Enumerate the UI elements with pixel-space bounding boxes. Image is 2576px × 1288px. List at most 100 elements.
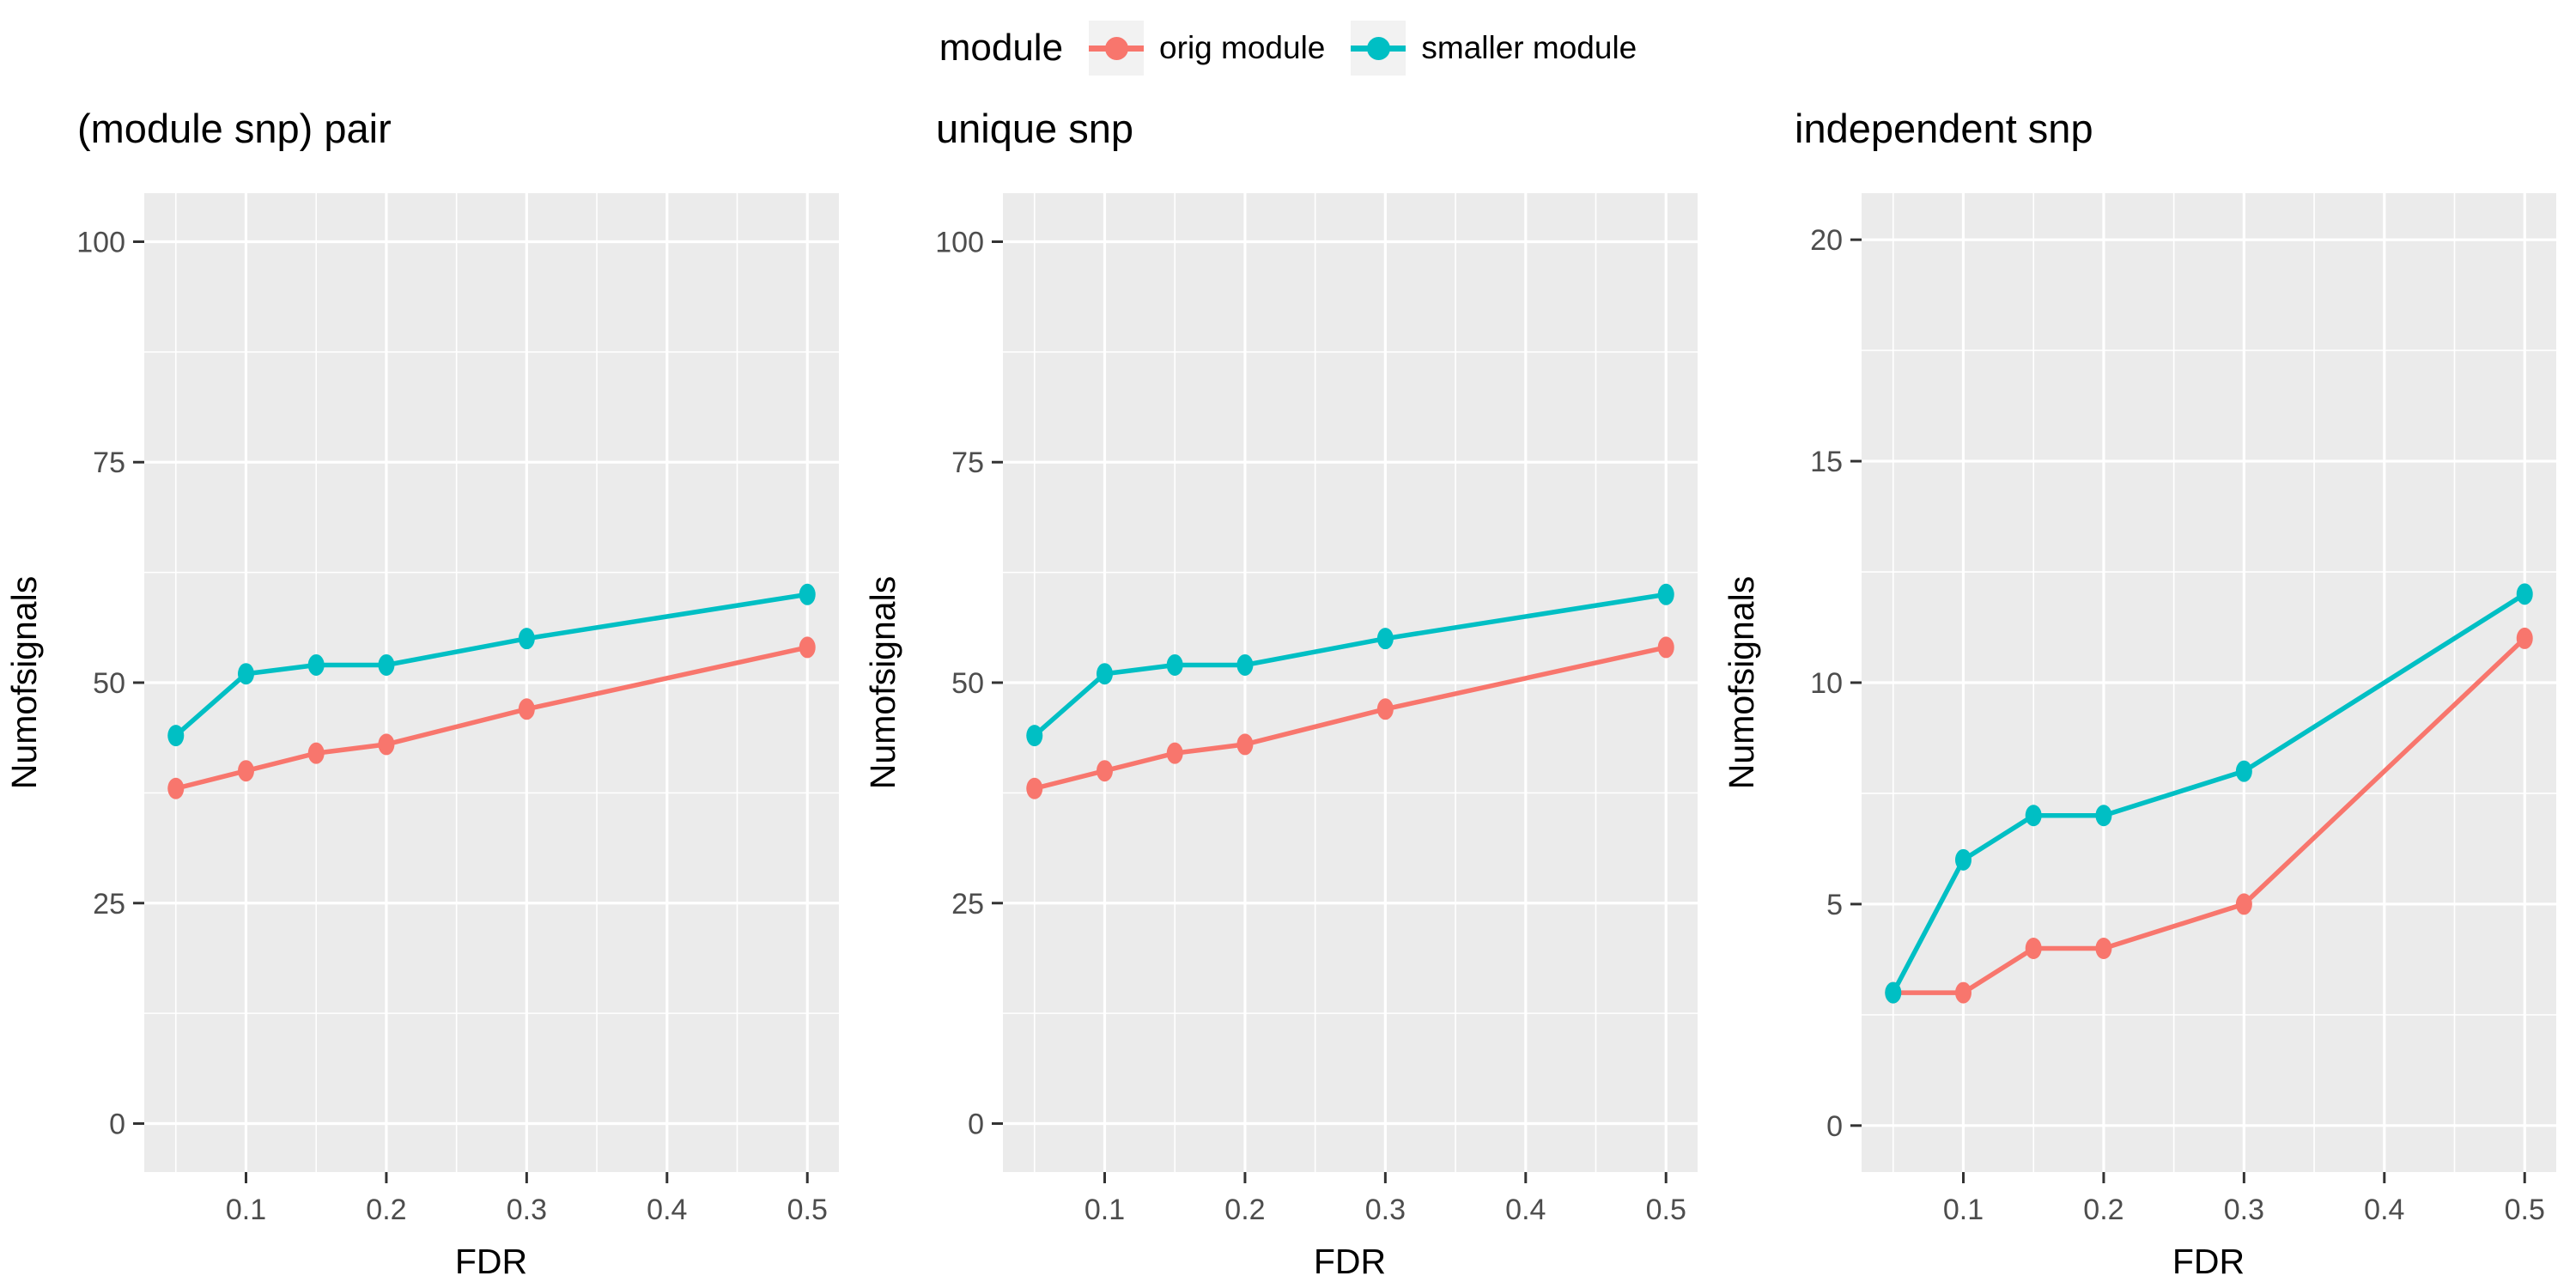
data-point (237, 760, 254, 782)
y-tick-label: 75 (951, 447, 984, 479)
data-point (518, 628, 535, 650)
y-tick-label: 25 (951, 888, 984, 920)
y-tick-label: 50 (93, 667, 125, 700)
data-point (1096, 760, 1113, 782)
panel-content: 0 25 50 75 100 0.1 0.2 0.3 0.4 0.5 (76, 193, 839, 1226)
y-tick-label: 0 (1826, 1110, 1843, 1143)
facet-panel-svg: 0 25 50 75 100 0.1 0.2 0.3 0.4 0.5 Numofsignals F… (4, 193, 839, 1281)
data-point (2235, 760, 2252, 782)
series-line (1032, 592, 1667, 738)
data-point (2516, 627, 2533, 649)
x-tick-label: 0.1 (1943, 1194, 1984, 1226)
x-tick-label: 0.4 (1505, 1194, 1546, 1226)
x-axis-title: FDR (1314, 1242, 1386, 1281)
legend-item-orig-module: orig module (1089, 21, 1325, 76)
data-point (167, 725, 185, 747)
facet-title: (module snp) pair (77, 106, 392, 151)
data-point (307, 742, 325, 764)
data-point (1026, 725, 1043, 747)
x-tick-label: 0.1 (226, 1194, 266, 1226)
data-point (2235, 893, 2252, 915)
data-point (2516, 583, 2533, 605)
series-line (175, 645, 808, 791)
legend-point-swatch (1367, 37, 1391, 60)
x-tick-label: 0.5 (2505, 1194, 2545, 1226)
data-point (2025, 805, 2042, 827)
x-tick-label: 0.3 (1365, 1194, 1406, 1226)
facet-plot-module-snp-pair: (module snp) pair 0 25 50 75 100 0.1 0.2 0.3 0.4… (0, 96, 859, 1288)
data-point (1026, 777, 1043, 799)
facet-plot-unique-snp: unique snp 0 25 50 75 100 0.1 0.2 0.3 0.4 0.5 Num… (859, 96, 1717, 1288)
facet-plot-independent-snp: independent snp 0 5 10 15 20 0.1 0.2 0.3 0.4 0.5 … (1717, 96, 2576, 1288)
data-point (1376, 698, 1394, 720)
data-point (1954, 848, 1971, 871)
x-tick-label: 0.5 (1646, 1194, 1686, 1226)
data-point (237, 663, 254, 685)
data-point (167, 777, 185, 799)
data-point (1657, 636, 1674, 659)
data-point (1166, 653, 1183, 676)
y-tick-label: 100 (76, 226, 125, 258)
y-tick-label: 0 (968, 1109, 984, 1141)
x-tick-label: 0.5 (787, 1194, 828, 1226)
series-line (1893, 636, 2527, 995)
x-tick-label: 0.3 (507, 1194, 547, 1226)
y-tick-label: 10 (1810, 667, 1843, 700)
data-point (378, 733, 395, 756)
data-point (1236, 653, 1254, 676)
panel-content: 0 5 10 15 20 0.1 0.2 0.3 0.4 0.5 (1810, 193, 2556, 1226)
x-tick-label: 0.3 (2224, 1194, 2264, 1226)
facet-panel-svg: 0 25 50 75 100 0.1 0.2 0.3 0.4 0.5 Numofsignals F… (863, 193, 1698, 1281)
facet-title: independent snp (1795, 106, 2093, 151)
data-point (2025, 938, 2042, 960)
data-point (1376, 628, 1394, 650)
y-tick-label: 5 (1826, 889, 1843, 921)
series-line (173, 592, 808, 738)
data-point (1954, 981, 1971, 1004)
data-point (2095, 805, 2112, 827)
facet-title: unique snp (936, 106, 1133, 151)
x-tick-label: 0.4 (647, 1194, 687, 1226)
x-axis-title: FDR (455, 1242, 527, 1281)
legend-key-orig-module (1089, 21, 1145, 76)
data-point (1885, 981, 1902, 1004)
x-tick-label: 0.1 (1084, 1194, 1125, 1226)
y-tick-label: 15 (1810, 446, 1843, 478)
legend-title: module (939, 27, 1064, 69)
x-tick-label: 0.4 (2364, 1194, 2404, 1226)
data-point (1096, 663, 1113, 685)
series-line (1034, 645, 1667, 791)
legend-key-smaller-module (1351, 21, 1406, 76)
y-tick-label: 0 (109, 1109, 125, 1141)
legend-label: orig module (1159, 30, 1326, 65)
y-tick-label: 25 (93, 888, 125, 920)
data-point (307, 653, 325, 676)
y-axis-title: Numofsignals (1722, 576, 1761, 789)
data-point (2095, 938, 2112, 960)
y-tick-label: 20 (1810, 224, 1843, 257)
series-line (1891, 592, 2526, 994)
data-point (1166, 742, 1183, 764)
data-point (1236, 733, 1254, 756)
y-tick-label: 100 (935, 226, 984, 258)
data-point (1657, 583, 1674, 605)
data-point (378, 653, 395, 676)
x-tick-label: 0.2 (1224, 1194, 1265, 1226)
data-point (799, 583, 816, 605)
x-tick-label: 0.2 (366, 1194, 406, 1226)
facet-panel-svg: 0 5 10 15 20 0.1 0.2 0.3 0.4 0.5 Numofsignals FDR (1722, 193, 2556, 1281)
panel-content: 0 25 50 75 100 0.1 0.2 0.3 0.4 0.5 (935, 193, 1698, 1226)
y-axis-title: Numofsignals (4, 576, 44, 789)
legend: module orig module smaller module (0, 0, 2576, 96)
legend-item-smaller-module: smaller module (1351, 21, 1637, 76)
data-point (518, 698, 535, 720)
y-tick-label: 50 (951, 667, 984, 700)
y-axis-title: Numofsignals (863, 576, 902, 789)
x-axis-title: FDR (2172, 1242, 2245, 1281)
legend-label: smaller module (1421, 30, 1637, 65)
facet-row: (module snp) pair 0 25 50 75 100 0.1 0.2 0.3 0.4… (0, 96, 2576, 1288)
data-point (799, 636, 816, 659)
y-tick-label: 75 (93, 447, 125, 479)
x-tick-label: 0.2 (2083, 1194, 2123, 1226)
legend-point-swatch (1105, 37, 1129, 60)
